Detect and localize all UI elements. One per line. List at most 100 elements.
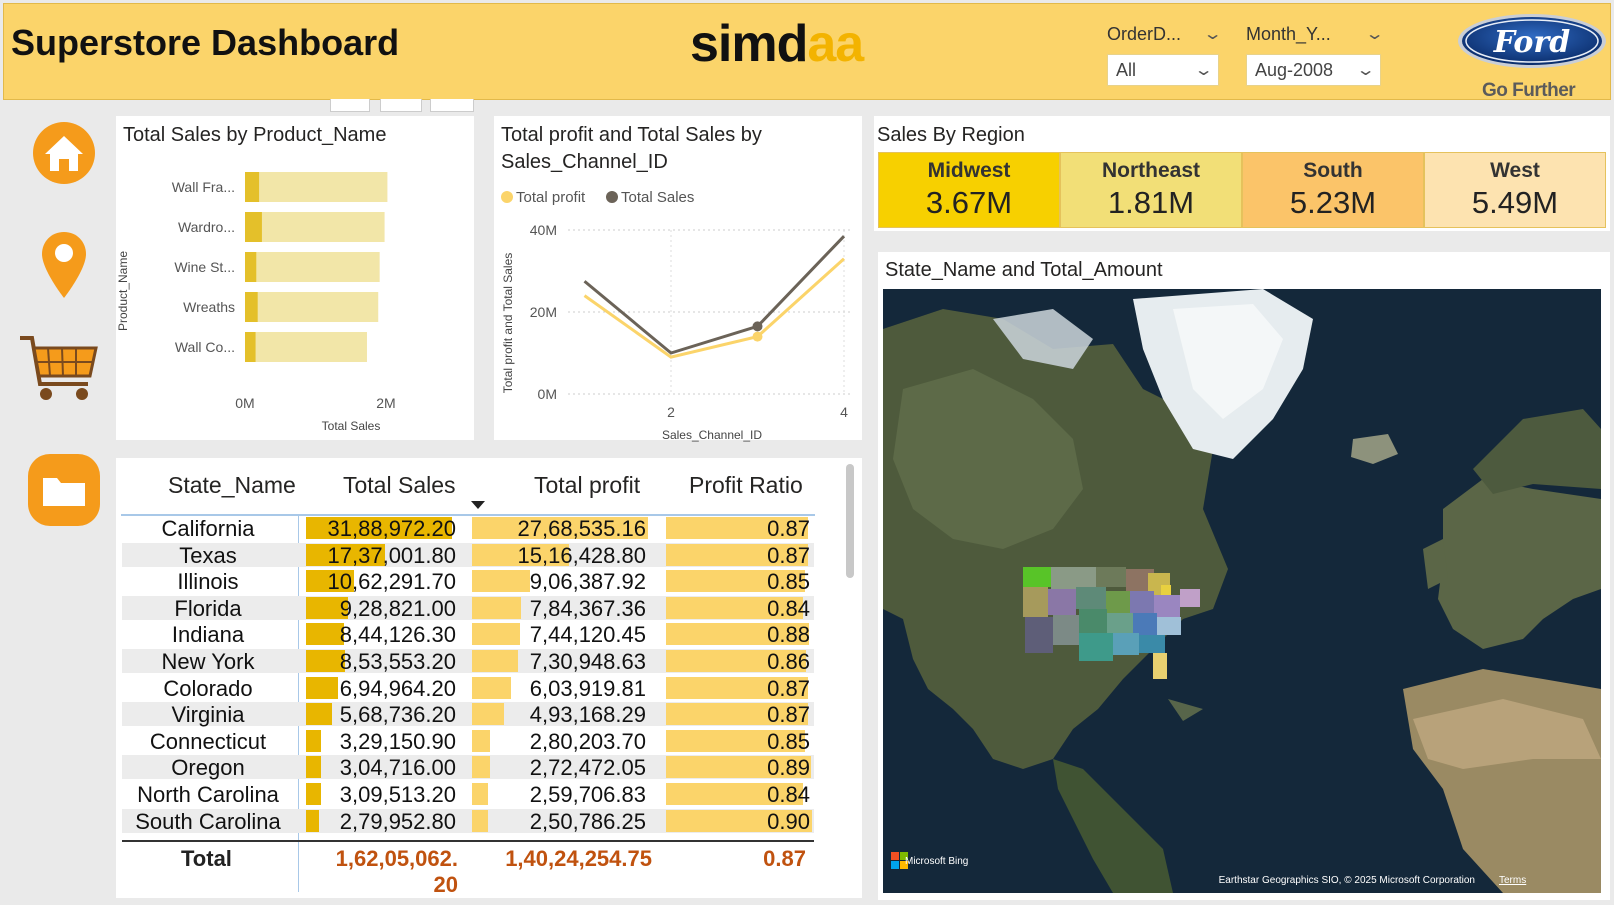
- chevron-down-icon[interactable]: ⌄: [1202, 26, 1223, 43]
- column-header-profit-ratio[interactable]: Profit Ratio: [689, 472, 803, 498]
- tagline: Go Further: [1482, 80, 1576, 101]
- total-sales-cell: 3,09,513.20: [339, 782, 456, 807]
- order-date-slicer[interactable]: OrderD... ⌄ All ⌄: [1107, 22, 1223, 86]
- table-row[interactable]: Indiana 8,44,126.30 7,44,120.45 0.88: [122, 622, 814, 648]
- sales-bar: [306, 783, 321, 805]
- landmass: [1053, 759, 1173, 893]
- total-sales-cell: 2,79,952.80: [339, 808, 456, 834]
- table-row[interactable]: California 31,88,972.20 27,68,535.16 0.87: [122, 516, 814, 541]
- total-divider: [122, 840, 814, 842]
- state-name-cell: Connecticut: [149, 728, 267, 754]
- profit-ratio-cell: 0.87: [767, 516, 810, 541]
- profit-ratio-cell: 0.87: [767, 542, 810, 568]
- map-canvas[interactable]: Microsoft Bing Earthstar Geographics SIO…: [883, 289, 1601, 893]
- profit-bar: [472, 623, 520, 646]
- region-card-south[interactable]: South 5.23M: [1242, 152, 1424, 228]
- home-icon[interactable]: [32, 121, 96, 185]
- bar-total-sales: [245, 172, 388, 202]
- category-label: Wall Fra...: [172, 179, 235, 195]
- bar-total-sales: [245, 212, 385, 242]
- profit-bar: [472, 783, 488, 805]
- order-date-dropdown[interactable]: All ⌄: [1107, 54, 1219, 86]
- order-date-value: All: [1116, 59, 1137, 80]
- total-sales-cell: 10,62,291.70: [327, 569, 456, 595]
- table-row[interactable]: New York 8,53,553.20 7,30,948.63 0.86: [122, 649, 814, 674]
- table-row[interactable]: Illinois 10,62,291.70 9,06,387.92 0.85: [122, 569, 814, 595]
- region-card-midwest[interactable]: Midwest 3.67M: [878, 152, 1060, 228]
- table-row[interactable]: Connecticut 3,29,150.90 2,80,203.70 0.85: [122, 728, 814, 754]
- region-value: 1.81M: [1107, 185, 1195, 220]
- ford-logo: Ford: [1458, 14, 1606, 68]
- state-name-cell: Illinois: [177, 569, 239, 595]
- profit-ratio-cell: 0.84: [767, 782, 810, 807]
- shopping-cart-icon[interactable]: [18, 334, 100, 404]
- total-sales-cell: 5,68,736.20: [339, 702, 456, 728]
- region-card-northeast[interactable]: Northeast 1.81M: [1060, 152, 1242, 228]
- profit-bar: [472, 703, 504, 726]
- sales-bar: [306, 596, 349, 619]
- chevron-down-icon[interactable]: ⌄: [1193, 62, 1214, 79]
- bar-segment: [245, 212, 262, 242]
- table-row[interactable]: North Carolina 3,09,513.20 2,59,706.83 0.84: [122, 782, 814, 807]
- line-chart-xlabel: Sales_Channel_ID: [662, 428, 762, 442]
- sort-descending-icon[interactable]: [470, 500, 486, 510]
- location-pin-icon[interactable]: [40, 230, 88, 300]
- month-year-slicer[interactable]: Month_Y... ⌄ Aug-2008 ⌄: [1246, 22, 1385, 86]
- state-name-cell: Oregon: [171, 755, 245, 781]
- total-profit-cell: 4,93,168.29: [529, 702, 646, 728]
- table-row[interactable]: Texas 17,37,001.80 15,16,428.80 0.87: [122, 542, 814, 568]
- table-row[interactable]: Colorado 6,94,964.20 6,03,919.81 0.87: [122, 675, 814, 701]
- table-row[interactable]: Virginia 5,68,736.20 4,93,168.29 0.87: [122, 702, 814, 728]
- total-profit-cell: 27,68,535.16: [517, 516, 646, 541]
- column-header-state[interactable]: State_Name: [168, 472, 296, 498]
- sales-bar: [306, 570, 355, 593]
- sales-bar: [306, 650, 346, 672]
- header-divider: [121, 514, 815, 516]
- region-value: 5.23M: [1289, 185, 1377, 220]
- legend-profit-label: Total profit: [516, 189, 586, 206]
- sales-bar: [306, 623, 344, 646]
- us-states-choropleth: [1023, 567, 1200, 679]
- state-name-cell: Texas: [179, 542, 237, 568]
- table-row[interactable]: South Carolina 2,79,952.80 2,50,786.25 0.90: [122, 808, 814, 834]
- profit-ratio-bar: [666, 729, 805, 752]
- table-row[interactable]: Oregon 3,04,716.00 2,72,472.05 0.89: [122, 755, 814, 781]
- visual-tab[interactable]: [430, 99, 474, 112]
- folder-icon[interactable]: [28, 454, 100, 526]
- product-bar-chart: Wall Fra... Wardro... Wine St... Wreaths Wal…: [116, 172, 396, 433]
- map-terms-link: Terms: [1499, 875, 1526, 886]
- line-chart-title: Total profit and Total Sales by Sales_Ch…: [501, 124, 762, 173]
- chevron-down-icon[interactable]: ⌄: [1355, 62, 1376, 79]
- profit-bar: [472, 650, 518, 672]
- region-name: West: [1490, 159, 1540, 182]
- profit-ratio-cell: 0.89: [767, 755, 810, 781]
- column-header-total-sales[interactable]: Total Sales: [343, 472, 456, 498]
- map-attribution: Earthstar Geographics SIO, © 2025 Micros…: [1219, 875, 1475, 886]
- region-name: Northeast: [1101, 159, 1201, 182]
- table-row[interactable]: Florida 9,28,821.00 7,84,367.36 0.84: [122, 595, 814, 621]
- profit-ratio-bar: [666, 676, 808, 699]
- sales-bar: [306, 809, 320, 832]
- profit-bar: [472, 729, 490, 752]
- state-name-cell: Colorado: [163, 675, 253, 701]
- table-scrollbar[interactable]: [846, 464, 854, 578]
- total-profit-cell: 2,59,706.83: [529, 782, 646, 807]
- total-profit-cell: 7,30,948.63: [529, 649, 646, 674]
- legend-sales-label: Total Sales: [621, 189, 694, 206]
- sales-bar: [306, 703, 333, 726]
- x-tick-label: 0M: [235, 395, 254, 411]
- profit-ratio-cell: 0.87: [767, 675, 810, 701]
- region-card-west[interactable]: West 5.49M: [1424, 152, 1606, 228]
- total-sales-cell: 8,44,126.30: [339, 622, 456, 648]
- product-chart-ylabel: Product_Name: [116, 251, 130, 331]
- british-isles: [1423, 539, 1448, 589]
- month-year-dropdown[interactable]: Aug-2008 ⌄: [1246, 54, 1381, 86]
- visual-tab[interactable]: [330, 99, 370, 112]
- column-header-total-profit[interactable]: Total profit: [534, 472, 641, 498]
- month-year-slicer-label: Month_Y...: [1246, 23, 1331, 44]
- satellite-map[interactable]: Microsoft Bing Earthstar Geographics SIO…: [883, 289, 1601, 893]
- visual-tab[interactable]: [380, 99, 422, 112]
- chevron-down-icon[interactable]: ⌄: [1364, 26, 1385, 43]
- profit-ratio-bar: [666, 517, 808, 539]
- sales-bar: [306, 756, 321, 779]
